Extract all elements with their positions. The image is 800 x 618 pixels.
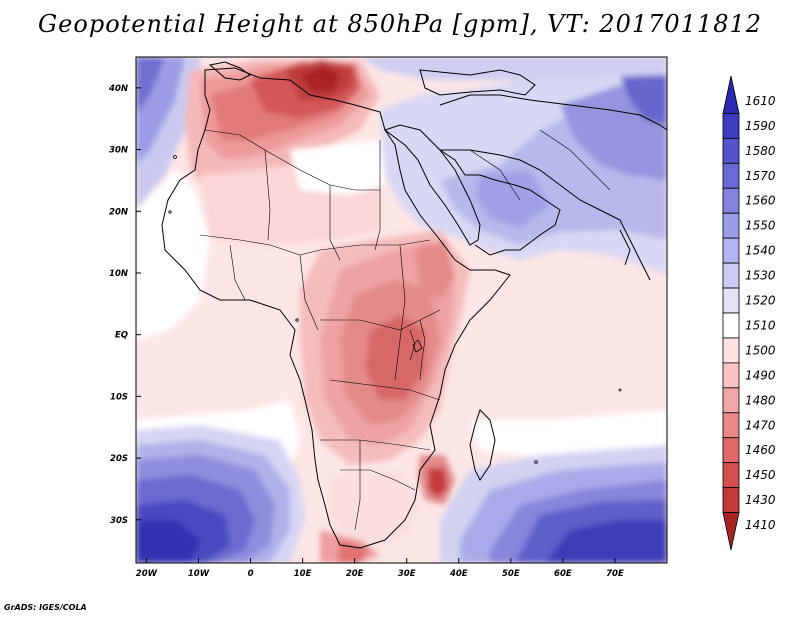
colorbar-swatch	[722, 337, 740, 364]
colorbar-label: 1410	[745, 518, 776, 532]
map-frame	[135, 56, 668, 564]
country-borders	[199, 129, 611, 531]
colorbar-label: 1500	[745, 343, 776, 357]
y-tick-label: 40N	[108, 84, 128, 94]
islands	[168, 155, 622, 464]
x-tick-label: 20E	[346, 569, 364, 579]
colorbar-swatch	[722, 437, 740, 464]
colorbar-label: 1510	[745, 318, 776, 332]
colorbar-swatch	[722, 262, 740, 289]
colorbar-swatch	[722, 362, 740, 389]
colorbar-label: 1490	[745, 368, 776, 382]
colorbar-swatch	[722, 412, 740, 439]
colorbar-swatch	[722, 187, 740, 214]
colorbar-label: 1540	[745, 244, 776, 258]
y-tick-label: 30S	[110, 516, 128, 526]
colorbar-label: 1450	[745, 468, 776, 482]
x-tick-label: 10E	[294, 569, 312, 579]
colorbar-label: 1470	[745, 418, 776, 432]
colorbar-label: 1570	[745, 169, 776, 183]
colorbar-label: 1480	[745, 393, 776, 407]
x-tick-label: 40E	[449, 569, 468, 579]
colorbar-swatch	[722, 212, 740, 239]
colorbar-label: 1550	[745, 219, 776, 233]
colorbar-swatch	[722, 75, 740, 114]
colorbar-swatch	[722, 387, 740, 414]
colorbar-label: 1520	[745, 294, 776, 308]
y-tick-label: 20N	[109, 207, 128, 217]
colorbar-swatch	[722, 312, 740, 339]
colorbar-swatch	[722, 462, 740, 489]
colorbar-swatch	[722, 487, 740, 513]
colorbar: 1610 1590 1580 1570 1560 1550 1540 1530 1520 1510…	[722, 75, 776, 551]
height-field	[136, 57, 667, 563]
colorbar-swatch	[722, 512, 740, 551]
y-tick-label: 10S	[110, 392, 128, 402]
x-tick-label: 10W	[188, 569, 210, 579]
y-tick-label: 10N	[109, 269, 128, 279]
coastlines	[161, 61, 667, 549]
colorbar-swatch	[722, 162, 740, 189]
y-tick-label: 30N	[109, 146, 128, 156]
y-tick-label: EQ	[115, 331, 128, 341]
x-tick-label: 0	[248, 569, 254, 579]
colorbar-label: 1430	[745, 493, 776, 507]
axis-ticks: 20W 10W 0 10E 20E 30E 40E 50E 60E 70E 40N 30N 20N 10N…	[108, 84, 624, 579]
x-tick-label: 70E	[606, 569, 624, 579]
x-tick-label: 30E	[398, 569, 416, 579]
colorbar-label: 1560	[745, 194, 776, 208]
colorbar-swatch	[722, 113, 740, 139]
colorbar-label: 1580	[745, 144, 776, 158]
colorbar-swatch	[722, 287, 740, 314]
colorbar-label: 1530	[745, 269, 776, 283]
colorbar-label: 1610	[745, 94, 776, 108]
colorbar-label: 1590	[745, 119, 776, 133]
colorbar-swatch	[722, 137, 740, 164]
x-tick-label: 60E	[554, 569, 572, 579]
y-tick-label: 20S	[110, 454, 128, 464]
colorbar-label: 1460	[745, 443, 776, 457]
x-tick-label: 20W	[136, 569, 158, 579]
grads-credit: GrADS: IGES/COLA	[4, 603, 87, 612]
colorbar-swatch	[722, 237, 740, 264]
x-tick-label: 50E	[502, 569, 520, 579]
map-title: Geopotential Height at 850hPa [gpm], VT:…	[38, 10, 762, 38]
